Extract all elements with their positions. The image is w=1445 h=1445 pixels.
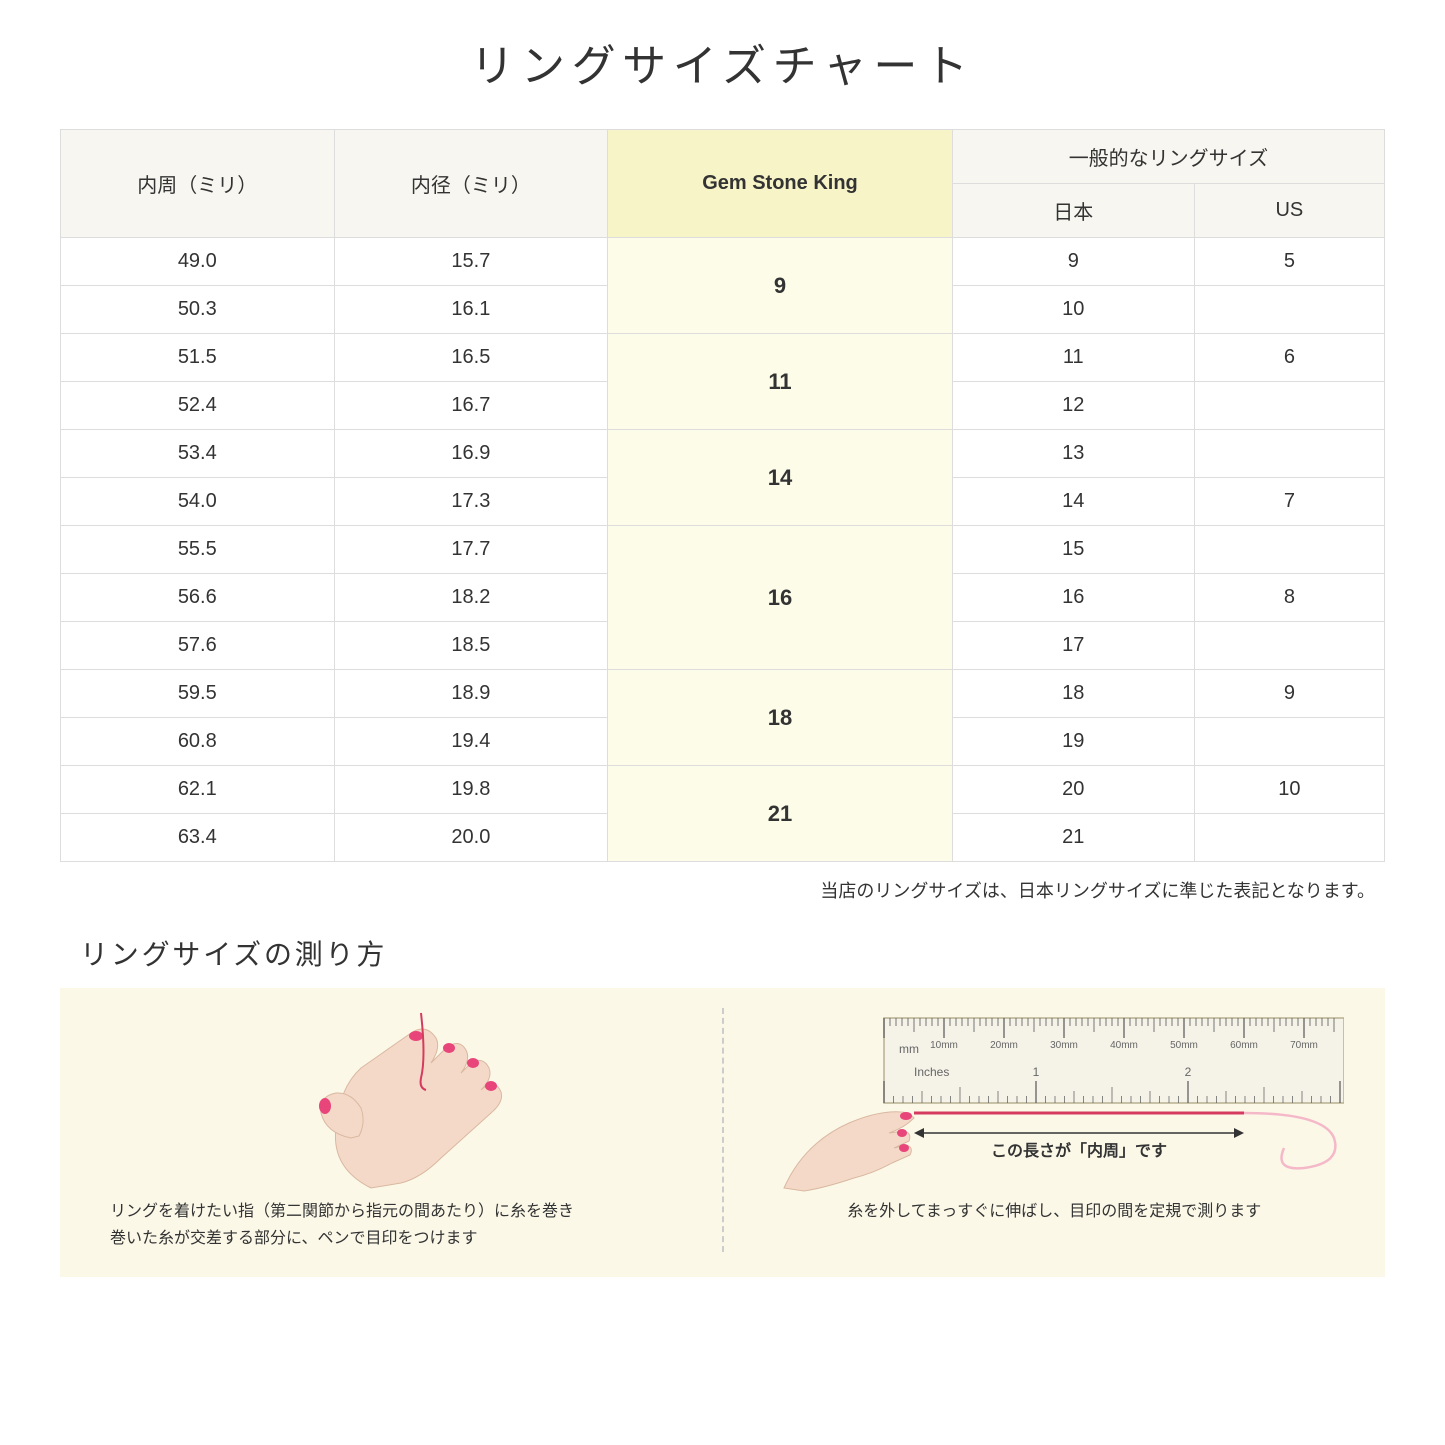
cell-circumference: 54.0 bbox=[61, 478, 335, 526]
cell-diameter: 16.1 bbox=[334, 286, 608, 334]
cell-japan: 9 bbox=[952, 238, 1194, 286]
cell-gsk: 21 bbox=[608, 766, 953, 862]
cell-us bbox=[1194, 814, 1384, 862]
measure-left-text: リングを着けたい指（第二関節から指元の間あたり）に糸を巻き巻いた糸が交差する部分… bbox=[90, 1198, 692, 1252]
cell-us: 8 bbox=[1194, 574, 1384, 622]
table-note: 当店のリングサイズは、日本リングサイズに準じた表記となります。 bbox=[60, 877, 1385, 903]
table-row: 55.517.71615 bbox=[61, 526, 1385, 574]
table-row: 53.416.91413 bbox=[61, 430, 1385, 478]
cell-circumference: 50.3 bbox=[61, 286, 335, 334]
svg-text:60mm: 60mm bbox=[1230, 1040, 1258, 1051]
measure-right-panel: 10mm 20mm 30mm 40mm 50mm 60mm 70mm mm Inches 1… bbox=[754, 1008, 1356, 1252]
cell-japan: 15 bbox=[952, 526, 1194, 574]
cell-diameter: 18.2 bbox=[334, 574, 608, 622]
cell-circumference: 51.5 bbox=[61, 334, 335, 382]
cell-us bbox=[1194, 718, 1384, 766]
cell-gsk: 16 bbox=[608, 526, 953, 670]
cell-circumference: 60.8 bbox=[61, 718, 335, 766]
cell-japan: 10 bbox=[952, 286, 1194, 334]
cell-diameter: 20.0 bbox=[334, 814, 608, 862]
cell-circumference: 53.4 bbox=[61, 430, 335, 478]
cell-us bbox=[1194, 382, 1384, 430]
svg-text:30mm: 30mm bbox=[1050, 1040, 1078, 1051]
table-row: 49.015.7995 bbox=[61, 238, 1385, 286]
svg-text:2: 2 bbox=[1185, 1065, 1192, 1079]
svg-text:1: 1 bbox=[1033, 1065, 1040, 1079]
cell-us: 10 bbox=[1194, 766, 1384, 814]
measure-right-text: 糸を外してまっすぐに伸ばし、目印の間を定規で測ります bbox=[754, 1198, 1356, 1225]
cell-circumference: 55.5 bbox=[61, 526, 335, 574]
cell-japan: 17 bbox=[952, 622, 1194, 670]
cell-circumference: 62.1 bbox=[61, 766, 335, 814]
svg-text:70mm: 70mm bbox=[1290, 1040, 1318, 1051]
cell-diameter: 18.5 bbox=[334, 622, 608, 670]
cell-diameter: 16.5 bbox=[334, 334, 608, 382]
header-circumference: 内周（ミリ） bbox=[61, 130, 335, 238]
cell-japan: 14 bbox=[952, 478, 1194, 526]
ring-size-table: 内周（ミリ） 内径（ミリ） Gem Stone King 一般的なリングサイズ … bbox=[60, 129, 1385, 862]
page-title: リングサイズチャート bbox=[60, 30, 1385, 94]
cell-diameter: 15.7 bbox=[334, 238, 608, 286]
header-diameter: 内径（ミリ） bbox=[334, 130, 608, 238]
cell-circumference: 56.6 bbox=[61, 574, 335, 622]
cell-circumference: 57.6 bbox=[61, 622, 335, 670]
cell-diameter: 16.7 bbox=[334, 382, 608, 430]
cell-gsk: 9 bbox=[608, 238, 953, 334]
svg-text:10mm: 10mm bbox=[930, 1040, 958, 1051]
header-gsk: Gem Stone King bbox=[608, 130, 953, 238]
cell-diameter: 17.7 bbox=[334, 526, 608, 574]
cell-japan: 11 bbox=[952, 334, 1194, 382]
cell-japan: 12 bbox=[952, 382, 1194, 430]
cell-japan: 16 bbox=[952, 574, 1194, 622]
ruler-illustration: 10mm 20mm 30mm 40mm 50mm 60mm 70mm mm Inches 1… bbox=[754, 1008, 1356, 1198]
measure-section: リングを着けたい指（第二関節から指元の間あたり）に糸を巻き巻いた糸が交差する部分… bbox=[60, 988, 1385, 1277]
cell-diameter: 17.3 bbox=[334, 478, 608, 526]
table-row: 62.119.8212010 bbox=[61, 766, 1385, 814]
cell-circumference: 49.0 bbox=[61, 238, 335, 286]
cell-diameter: 16.9 bbox=[334, 430, 608, 478]
cell-circumference: 59.5 bbox=[61, 670, 335, 718]
cell-us bbox=[1194, 286, 1384, 334]
header-japan: 日本 bbox=[952, 184, 1194, 238]
cell-gsk: 14 bbox=[608, 430, 953, 526]
measure-title: リングサイズの測り方 bbox=[80, 933, 1385, 973]
header-us: US bbox=[1194, 184, 1384, 238]
cell-diameter: 19.8 bbox=[334, 766, 608, 814]
svg-text:50mm: 50mm bbox=[1170, 1040, 1198, 1051]
cell-us bbox=[1194, 430, 1384, 478]
cell-japan: 19 bbox=[952, 718, 1194, 766]
cell-us: 6 bbox=[1194, 334, 1384, 382]
table-row: 59.518.918189 bbox=[61, 670, 1385, 718]
cell-us bbox=[1194, 622, 1384, 670]
header-general: 一般的なリングサイズ bbox=[952, 130, 1384, 184]
cell-japan: 18 bbox=[952, 670, 1194, 718]
cell-us bbox=[1194, 526, 1384, 574]
cell-circumference: 52.4 bbox=[61, 382, 335, 430]
ruler-mm-label: mm bbox=[899, 1042, 919, 1056]
cell-japan: 20 bbox=[952, 766, 1194, 814]
cell-diameter: 18.9 bbox=[334, 670, 608, 718]
ruler-inches-label: Inches bbox=[914, 1065, 949, 1079]
cell-us: 5 bbox=[1194, 238, 1384, 286]
cell-us: 7 bbox=[1194, 478, 1384, 526]
panel-divider bbox=[722, 1008, 724, 1252]
measure-left-panel: リングを着けたい指（第二関節から指元の間あたり）に糸を巻き巻いた糸が交差する部分… bbox=[90, 1008, 692, 1252]
measure-arrow-label: この長さが「内周」です bbox=[991, 1141, 1167, 1160]
svg-text:20mm: 20mm bbox=[990, 1040, 1018, 1051]
hand-wrap-illustration bbox=[90, 1008, 692, 1198]
cell-gsk: 18 bbox=[608, 670, 953, 766]
cell-diameter: 19.4 bbox=[334, 718, 608, 766]
cell-circumference: 63.4 bbox=[61, 814, 335, 862]
cell-japan: 21 bbox=[952, 814, 1194, 862]
cell-gsk: 11 bbox=[608, 334, 953, 430]
cell-japan: 13 bbox=[952, 430, 1194, 478]
svg-text:40mm: 40mm bbox=[1110, 1040, 1138, 1051]
cell-us: 9 bbox=[1194, 670, 1384, 718]
table-row: 51.516.511116 bbox=[61, 334, 1385, 382]
